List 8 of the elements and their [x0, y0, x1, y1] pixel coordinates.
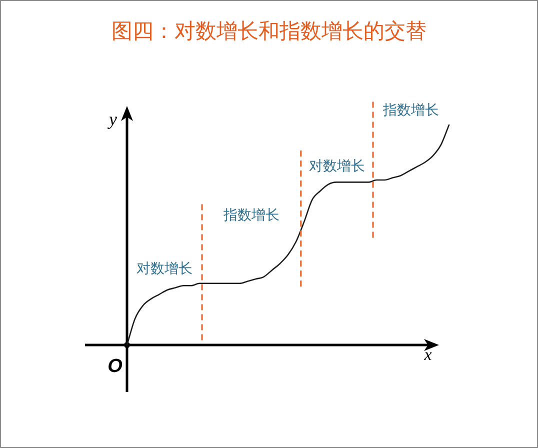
annotation: 对数增长 [308, 158, 365, 174]
text: O [108, 356, 123, 377]
y-axis-title: y [107, 109, 117, 129]
annotation: 对数增长 [136, 260, 193, 276]
annotation: 指数增长 [222, 206, 280, 222]
chart-title: 图四：对数增长和指数增长的交替 [112, 20, 426, 43]
text: 指数增长 [382, 102, 440, 118]
x-axis-title: x [423, 345, 432, 364]
